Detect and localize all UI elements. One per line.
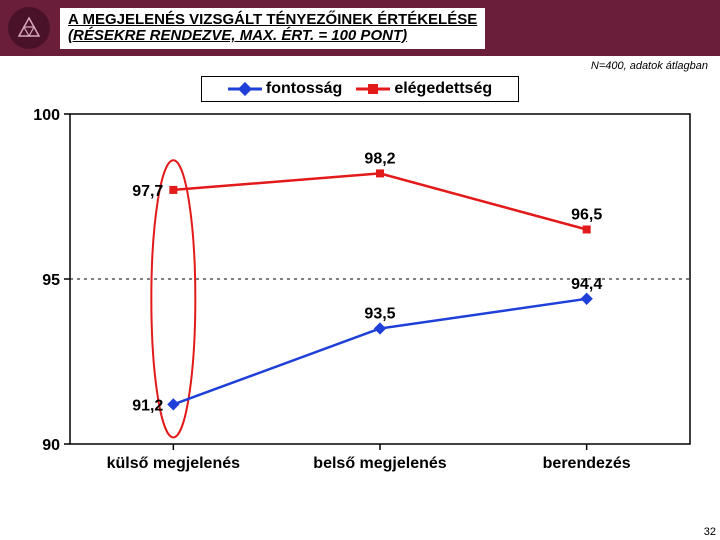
title-block: A MEGJELENÉS VIZSGÁLT TÉNYEZŐINEK ÉRTÉKE… — [60, 8, 485, 49]
svg-text:belső megjelenés: belső megjelenés — [313, 455, 446, 472]
header-bar: A MEGJELENÉS VIZSGÁLT TÉNYEZŐINEK ÉRTÉKE… — [0, 0, 720, 56]
svg-text:96,5: 96,5 — [571, 207, 602, 224]
logo — [8, 7, 50, 49]
svg-text:100: 100 — [33, 107, 60, 124]
svg-text:külső megjelenés: külső megjelenés — [107, 455, 240, 472]
chart-legend: fontosság elégedettség — [201, 76, 519, 102]
title-line-2: (RÉSEKRE RENDEZVE, MAX. ÉRT. = 100 PONT) — [68, 28, 477, 45]
svg-text:91,2: 91,2 — [132, 397, 163, 414]
square-icon — [356, 82, 390, 96]
legend-label-2: elégedettség — [394, 80, 492, 98]
title-line-1: A MEGJELENÉS VIZSGÁLT TÉNYEZŐINEK ÉRTÉKE… — [68, 12, 477, 29]
svg-text:90: 90 — [42, 437, 60, 454]
svg-text:98,2: 98,2 — [364, 150, 395, 167]
svg-text:93,5: 93,5 — [364, 306, 395, 323]
legend-item-2: elégedettség — [356, 80, 492, 98]
line-chart: 90 95 100 külső megjelenés belső megjelenés b… — [10, 104, 710, 484]
legend-item-1: fontosság — [228, 80, 342, 98]
diamond-icon — [228, 82, 262, 96]
chart-area: 90 95 100 külső megjelenés belső megjelenés b… — [10, 104, 710, 484]
svg-text:berendezés: berendezés — [543, 455, 631, 472]
svg-text:97,7: 97,7 — [132, 183, 163, 200]
svg-text:95: 95 — [42, 272, 60, 289]
legend-label-1: fontosság — [266, 80, 342, 98]
sample-note: N=400, adatok átlagban — [0, 56, 720, 72]
page-number: 32 — [704, 526, 716, 538]
logo-triangle-icon — [15, 14, 43, 42]
svg-text:94,4: 94,4 — [571, 276, 602, 293]
